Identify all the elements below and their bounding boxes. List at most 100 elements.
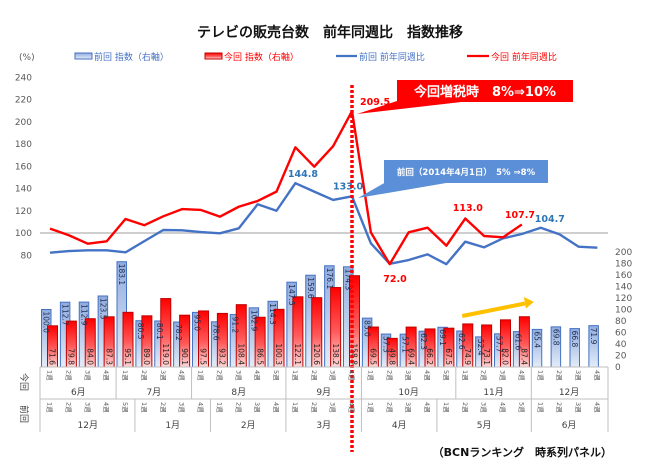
x-axis-month-label: 9月 bbox=[316, 387, 331, 398]
right-axis-tick-label: 40 bbox=[615, 340, 627, 350]
left-axis-tick-label: 240 bbox=[15, 73, 32, 83]
x-axis-week-label: 2週 bbox=[385, 402, 394, 413]
line-point-label: 104.7 bbox=[535, 214, 565, 225]
legend: (%) 前回 指数（右軸） 今回 指数（右軸） 前回 前年同週比 今回 前年同週… bbox=[19, 51, 557, 63]
x-axis-week-label: 1週 bbox=[442, 402, 451, 413]
x-axis-week-label: 3週 bbox=[574, 370, 583, 381]
bar-label-previous-index: 80.5 bbox=[136, 323, 145, 340]
x-axis-week-label: 4週 bbox=[102, 402, 111, 413]
x-axis-week-label: 4週 bbox=[423, 370, 432, 381]
x-axis-week-label: 2週 bbox=[480, 370, 489, 381]
line-point-label: 133.0 bbox=[333, 181, 363, 192]
x-axis-week-label: 2週 bbox=[234, 402, 243, 413]
x-axis-month-label: 12月 bbox=[78, 420, 98, 431]
bar-label-previous-index: 61.6 bbox=[514, 334, 523, 351]
left-axis-tick-label: 180 bbox=[15, 140, 32, 150]
line-point-label: 209.5 bbox=[360, 97, 390, 108]
x-axis-week-label: 2週 bbox=[64, 370, 73, 381]
bar-label-current-index: 119.0 bbox=[161, 344, 170, 366]
x-axis-week-label: 3週 bbox=[234, 370, 243, 381]
legend-item-previous-yoy: 前回 前年同週比 bbox=[336, 51, 425, 63]
bar-label-previous-index: 69.1 bbox=[438, 329, 447, 346]
bar-label-previous-index: 57.3 bbox=[381, 336, 390, 353]
left-axis: 80 100 120 140 160 180 200 220 240 bbox=[15, 73, 32, 261]
bar-label-current-index: 93.2 bbox=[218, 348, 227, 365]
bar-label-current-index: 122.1 bbox=[293, 344, 302, 366]
line-point-label: 72.0 bbox=[383, 274, 407, 285]
bar-label-previous-index: 78.6 bbox=[212, 324, 221, 341]
x-axis-week-label: 1週 bbox=[291, 402, 300, 413]
x-axis-week-label: 3週 bbox=[404, 402, 413, 413]
bar-label-current-index: 90.1 bbox=[180, 348, 189, 365]
right-axis-tick-label: 60 bbox=[615, 329, 627, 339]
line-previous-yoy bbox=[49, 181, 598, 266]
x-axis-week-label: 4週 bbox=[102, 370, 111, 381]
annotations: 今回増税時 8%⇒10% 前回（2014年4月1日） 5% ⇒8% bbox=[357, 80, 573, 198]
line-point-label: 107.7 bbox=[505, 210, 535, 221]
x-axis-week-label: 5週 bbox=[517, 402, 526, 413]
x-axis-week-label: 2週 bbox=[310, 402, 319, 413]
bar-label-current-index: 73.1 bbox=[482, 348, 491, 365]
x-axis-week-label: 1週 bbox=[121, 370, 130, 381]
bar-label-current-index: 74.9 bbox=[463, 348, 472, 365]
bar-label-previous-index: 62.3 bbox=[419, 333, 428, 350]
x-axis-month-label: 4月 bbox=[392, 420, 407, 431]
x-axis-month-label: 6月 bbox=[71, 387, 86, 398]
x-axis-week-label: 3週 bbox=[83, 402, 92, 413]
bar-label-current-index: 69.5 bbox=[369, 348, 378, 365]
line-data-labels: 209.5 144.8 133.0 72.0 113.0 107.7 104.7 bbox=[288, 97, 565, 285]
tax-increase-marker-layer bbox=[350, 85, 534, 452]
left-axis-tick-label: 140 bbox=[15, 185, 32, 195]
x-axis-week-label: 1週 bbox=[197, 370, 206, 381]
bar-label-previous-index: 123.5 bbox=[98, 298, 107, 320]
x-axis-month-label: 10月 bbox=[398, 387, 418, 398]
x-axis-week-label: 3週 bbox=[83, 370, 92, 381]
bar-label-current-index: 108.4 bbox=[236, 344, 245, 366]
right-axis-tick-label: 140 bbox=[615, 283, 632, 293]
x-axis-week-label: 4週 bbox=[423, 402, 432, 413]
bar-label-current-index: 79.8 bbox=[67, 348, 76, 365]
x-axis-week-label: 1週 bbox=[461, 370, 470, 381]
bar-label-previous-index: 66.8 bbox=[570, 331, 579, 348]
line-point-label: 144.8 bbox=[288, 169, 318, 180]
x-axis-month-label: 1月 bbox=[165, 420, 180, 431]
x-axis-month-label: 2月 bbox=[241, 420, 256, 431]
left-axis-tick-label: 220 bbox=[15, 96, 32, 106]
left-axis-tick-label: 160 bbox=[15, 162, 32, 172]
bar-label-current-index: 82.0 bbox=[501, 348, 510, 365]
x-axis-week-label: 1週 bbox=[536, 370, 545, 381]
annotation-text-previous-tax: 前回（2014年4月1日） 5% ⇒8% bbox=[397, 167, 536, 178]
x-axis-week-label: 1週 bbox=[291, 370, 300, 381]
x-axis-week-label: 3週 bbox=[253, 402, 262, 413]
bar-label-previous-index: 95.0 bbox=[193, 314, 202, 331]
bar-label-previous-index: 80.1 bbox=[155, 323, 164, 340]
bar-label-previous-index: 65.4 bbox=[532, 331, 541, 348]
x-axis-month-label: 3月 bbox=[316, 420, 331, 431]
bar-label-previous-index: 100.0 bbox=[42, 312, 51, 334]
x-axis-week-label: 2週 bbox=[64, 402, 73, 413]
x-axis-week-label: 2週 bbox=[555, 370, 564, 381]
bar-data-labels: 100.0 112.7 112.9 123.5 183.1 80.5 80.1 78.2 95.… bbox=[42, 264, 598, 366]
bar-label-previous-index: 69.8 bbox=[551, 329, 560, 346]
bar-label-current-index: 67.5 bbox=[444, 348, 453, 365]
bar-label-previous-index: 78.2 bbox=[174, 324, 183, 341]
bar-label-previous-index: 57.1 bbox=[400, 336, 409, 353]
x-axis-week-label: 2週 bbox=[461, 402, 470, 413]
bar-label-previous-index: 114.3 bbox=[268, 303, 277, 325]
left-axis-tick-label: 100 bbox=[15, 229, 32, 239]
chart-title: テレビの販売台数 前年同週比 指数推移 bbox=[197, 24, 463, 41]
x-axis-month-label: 8月 bbox=[231, 387, 246, 398]
right-axis-tick-label: 100 bbox=[615, 306, 632, 316]
bar-label-current-index: 97.5 bbox=[199, 348, 208, 365]
x-axis-month-label: 6月 bbox=[562, 420, 577, 431]
bar-label-previous-index: 176.1 bbox=[325, 268, 334, 290]
x-axis-week-label: 2週 bbox=[385, 370, 394, 381]
source-note: （BCNランキング 時系列パネル） bbox=[433, 445, 612, 459]
right-axis-tick-label: 200 bbox=[615, 248, 632, 258]
legend-item-current-index: 今回 指数（右軸） bbox=[204, 51, 299, 63]
legend-swatch-bar-red bbox=[204, 52, 223, 60]
x-axis-week-label: 4週 bbox=[348, 370, 357, 381]
x-axis-row-current: 今回 1週 2週 3週 4週 6月 1週 2週 3週 4週 7月 1週 2週 3週 4週 5週 8月 1週 2週 3週… bbox=[18, 367, 602, 399]
